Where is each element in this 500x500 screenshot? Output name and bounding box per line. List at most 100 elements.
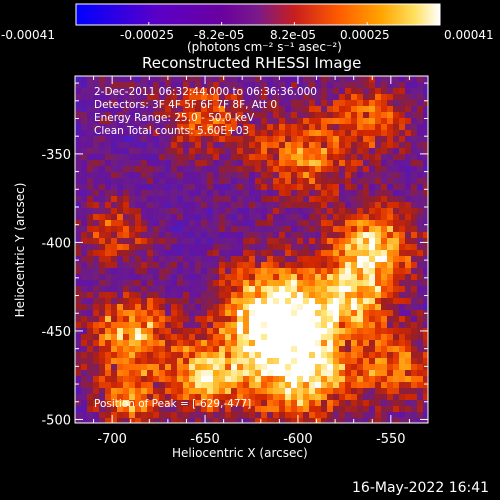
heatmap-cell — [399, 334, 405, 340]
heatmap-cell — [189, 100, 195, 106]
heatmap-cell — [99, 112, 105, 118]
heatmap-cell — [261, 172, 267, 178]
heatmap-cell — [333, 286, 339, 292]
heatmap-cell — [249, 136, 255, 142]
colorbar-unit-label: (photons cm⁻² s⁻¹ asec⁻²) — [187, 40, 342, 54]
heatmap-cell — [345, 250, 351, 256]
heatmap-cell — [417, 370, 423, 376]
heatmap-cell — [273, 334, 279, 340]
heatmap-cell — [291, 358, 297, 364]
heatmap-cell — [177, 364, 183, 370]
heatmap-cell — [171, 226, 177, 232]
heatmap-cell — [423, 262, 428, 268]
heatmap-cell — [195, 154, 201, 160]
heatmap-cell — [423, 154, 428, 160]
heatmap-cell — [267, 136, 273, 142]
heatmap-cell — [249, 202, 255, 208]
heatmap-cell — [165, 268, 171, 274]
heatmap-cell — [243, 418, 249, 423]
heatmap-cell — [285, 328, 291, 334]
heatmap-cell — [135, 238, 141, 244]
heatmap-cell — [195, 190, 201, 196]
heatmap-cell — [129, 106, 135, 112]
heatmap-cell — [123, 352, 129, 358]
heatmap-cell — [255, 280, 261, 286]
heatmap-cell — [387, 238, 393, 244]
heatmap-cell — [225, 76, 231, 82]
heatmap-cell — [99, 220, 105, 226]
heatmap-cell — [183, 190, 189, 196]
heatmap-cell — [279, 370, 285, 376]
heatmap-cell — [297, 400, 303, 406]
heatmap-cell — [405, 88, 411, 94]
heatmap-cell — [261, 124, 267, 130]
heatmap-cell — [81, 358, 87, 364]
heatmap-cell — [363, 76, 369, 82]
heatmap-cell — [123, 334, 129, 340]
heatmap-cell — [183, 334, 189, 340]
heatmap-cell — [231, 154, 237, 160]
heatmap-cell — [321, 262, 327, 268]
heatmap-cell — [345, 220, 351, 226]
heatmap-cell — [333, 274, 339, 280]
heatmap-cell — [411, 130, 417, 136]
heatmap-cell — [357, 220, 363, 226]
heatmap-cell — [291, 160, 297, 166]
heatmap-cell — [381, 244, 387, 250]
heatmap-cell — [219, 406, 225, 412]
heatmap-cell — [237, 142, 243, 148]
heatmap-cell — [93, 382, 99, 388]
heatmap-cell — [165, 334, 171, 340]
heatmap-cell — [411, 238, 417, 244]
heatmap-cell — [243, 82, 249, 88]
heatmap-cell — [153, 250, 159, 256]
heatmap-cell — [129, 190, 135, 196]
heatmap-cell — [303, 190, 309, 196]
heatmap-cell — [363, 256, 369, 262]
heatmap-cell — [231, 166, 237, 172]
heatmap-cell — [387, 274, 393, 280]
heatmap-cell — [363, 118, 369, 124]
heatmap-cell — [165, 274, 171, 280]
heatmap-cell — [141, 118, 147, 124]
heatmap-cell — [399, 160, 405, 166]
heatmap-cell — [183, 214, 189, 220]
heatmap-cell — [375, 352, 381, 358]
heatmap-cell — [255, 346, 261, 352]
heatmap-cell — [303, 184, 309, 190]
heatmap-cell — [237, 292, 243, 298]
heatmap-cell — [111, 220, 117, 226]
heatmap-cell — [81, 346, 87, 352]
heatmap-cell — [273, 388, 279, 394]
heatmap-cell — [393, 334, 399, 340]
heatmap-cell — [111, 196, 117, 202]
heatmap-cell — [267, 178, 273, 184]
heatmap-cell — [363, 262, 369, 268]
heatmap-cell — [189, 160, 195, 166]
heatmap-cell — [75, 382, 81, 388]
heatmap-cell — [147, 328, 153, 334]
heatmap-cell — [297, 352, 303, 358]
heatmap-cell — [279, 364, 285, 370]
heatmap-cell — [99, 418, 105, 423]
heatmap-cell — [357, 214, 363, 220]
heatmap-cell — [417, 286, 423, 292]
heatmap-cell — [393, 106, 399, 112]
heatmap-cell — [93, 262, 99, 268]
heatmap-cell — [387, 406, 393, 412]
heatmap-cell — [219, 196, 225, 202]
heatmap-cell — [417, 268, 423, 274]
heatmap-cell — [87, 88, 93, 94]
heatmap-cell — [111, 292, 117, 298]
heatmap-cell — [159, 250, 165, 256]
heatmap-cell — [303, 196, 309, 202]
heatmap-cell — [231, 310, 237, 316]
heatmap-cell — [327, 106, 333, 112]
heatmap-cell — [81, 190, 87, 196]
heatmap-cell — [213, 160, 219, 166]
heatmap-cell — [267, 262, 273, 268]
heatmap-cell — [195, 88, 201, 94]
heatmap-cell — [393, 328, 399, 334]
heatmap-cell — [357, 172, 363, 178]
heatmap-cell — [231, 406, 237, 412]
